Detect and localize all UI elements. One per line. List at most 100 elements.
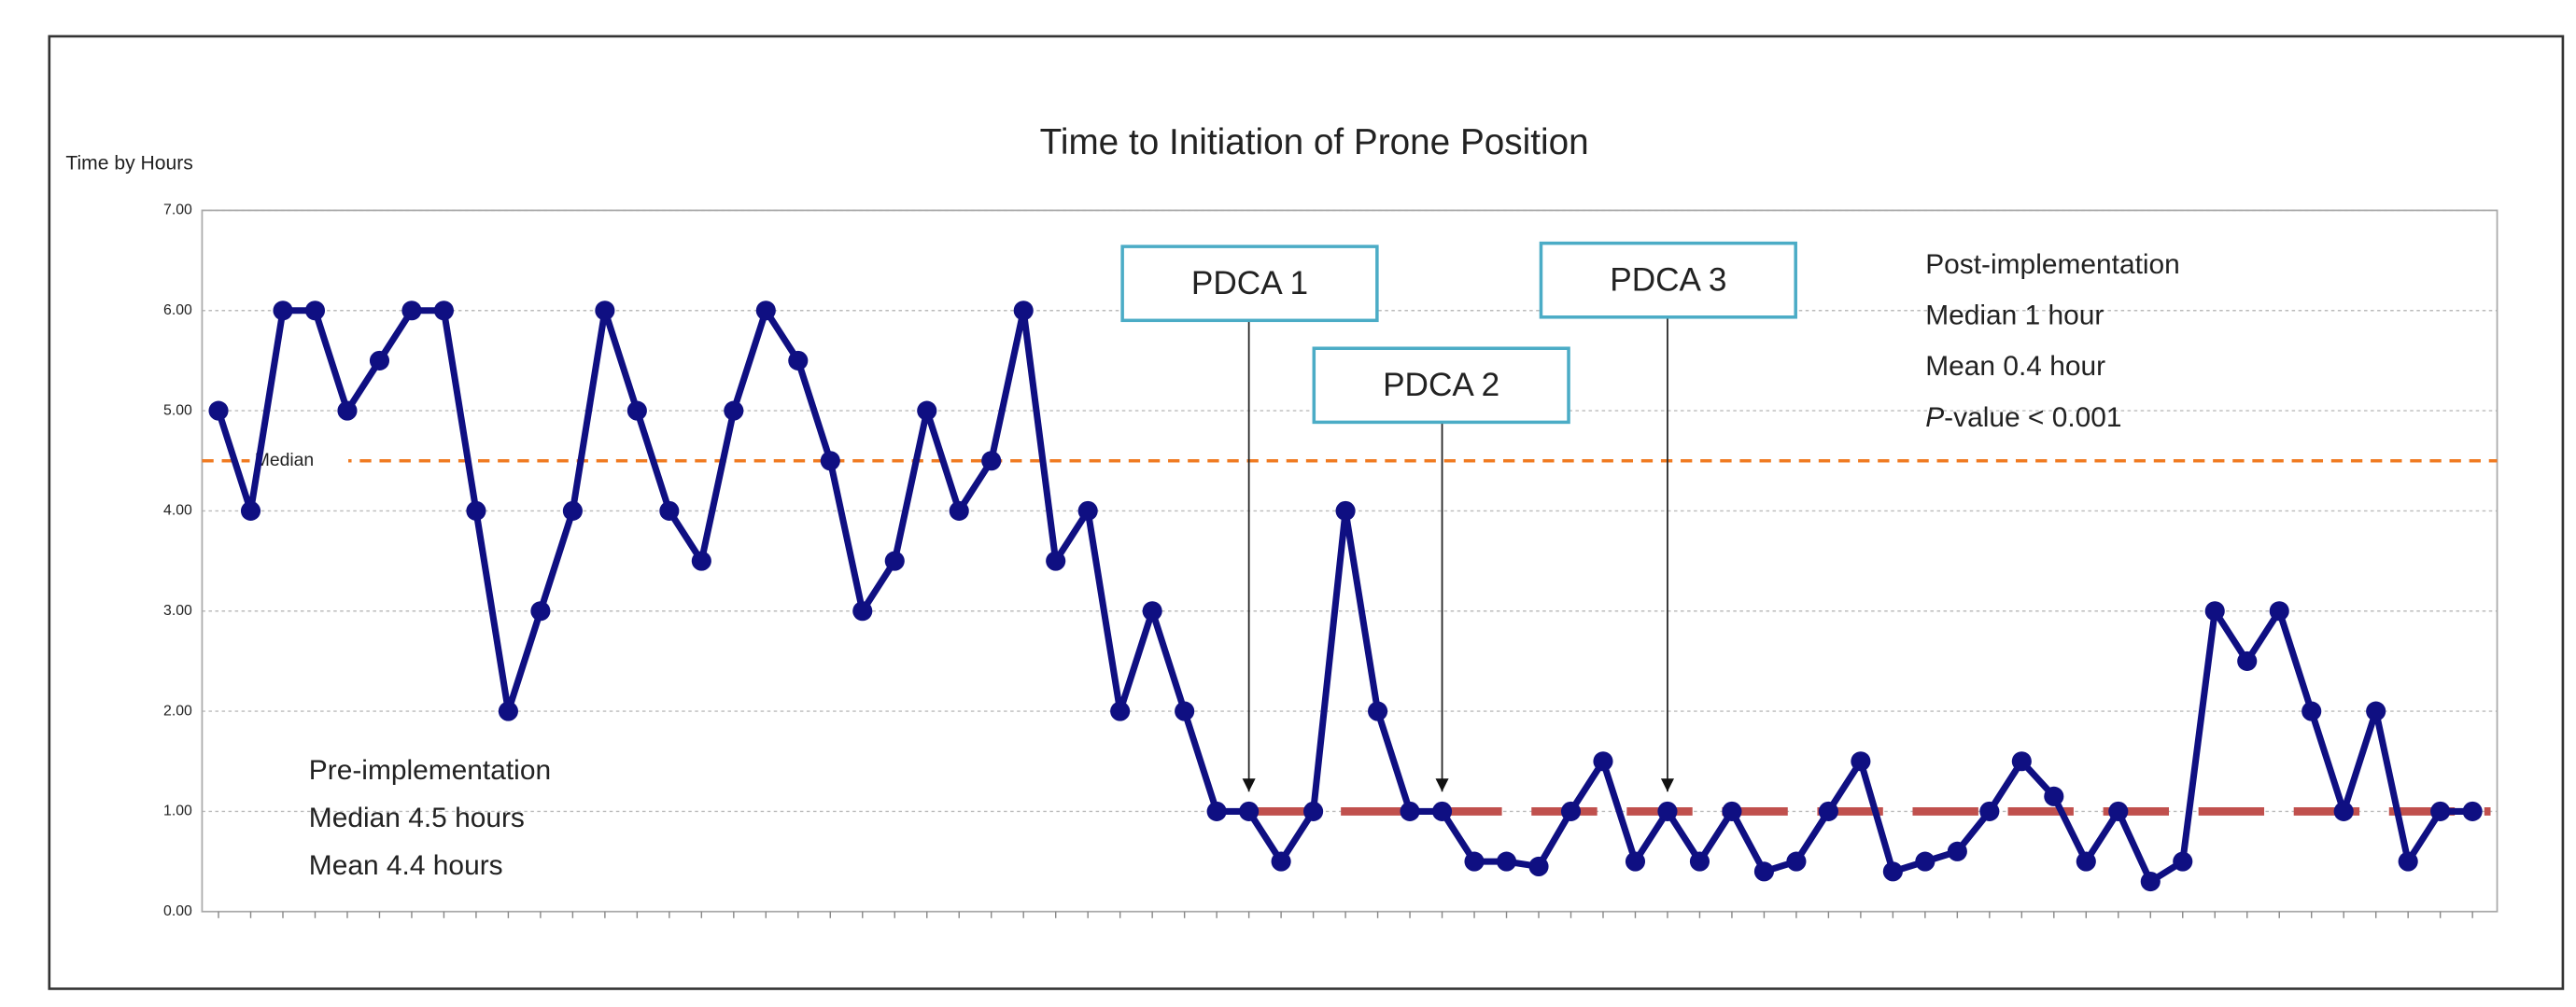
data-point xyxy=(401,301,422,321)
y-tick-label: 0.00 xyxy=(163,903,192,919)
median-label-bg xyxy=(249,449,349,473)
data-point xyxy=(2011,751,2032,772)
y-tick-label: 6.00 xyxy=(163,302,192,318)
data-point xyxy=(498,701,518,721)
data-point xyxy=(2302,701,2322,721)
data-point xyxy=(2204,601,2225,622)
y-tick-label: 3.00 xyxy=(163,603,192,619)
y-tick-label: 1.00 xyxy=(163,804,192,819)
data-point xyxy=(1625,851,1646,872)
data-point xyxy=(1303,801,1324,821)
data-point xyxy=(2366,701,2386,721)
data-point xyxy=(433,301,454,321)
data-point xyxy=(2269,601,2289,622)
annotation-text: PDCA 3 xyxy=(1610,261,1726,298)
data-point xyxy=(884,551,905,571)
data-point xyxy=(466,500,486,521)
annotation-arrowhead xyxy=(1660,778,1674,792)
data-point xyxy=(2333,801,2354,821)
p-italic: P xyxy=(1925,402,1944,433)
annotation-box xyxy=(1312,346,1570,425)
data-point xyxy=(1786,851,1807,872)
data-point xyxy=(1882,861,1903,882)
median-label: Median xyxy=(255,450,314,470)
data-point xyxy=(820,451,840,471)
annotation-box xyxy=(1539,241,1797,319)
data-point xyxy=(1142,601,1162,622)
post-note: Post-implementation xyxy=(1925,249,2180,280)
y-tick-label: 4.00 xyxy=(163,503,192,519)
data-point xyxy=(1753,861,1774,882)
data-point xyxy=(208,400,229,421)
data-point xyxy=(2462,801,2483,821)
data-point xyxy=(1431,801,1453,821)
data-point xyxy=(240,500,261,521)
data-point xyxy=(917,400,937,421)
data-point xyxy=(337,400,358,421)
data-point xyxy=(1335,500,1356,521)
data-point xyxy=(1496,851,1517,872)
y-axis-label: Time by Hours xyxy=(65,153,192,175)
data-point xyxy=(691,551,711,571)
post-p-value: P-value < 0.001 xyxy=(1925,402,2121,433)
data-point xyxy=(2430,801,2451,821)
y-tick-label: 2.00 xyxy=(163,703,192,719)
data-point xyxy=(1046,551,1066,571)
data-point xyxy=(1239,801,1260,821)
data-point xyxy=(626,400,647,421)
post-note: Median 1 hour xyxy=(1925,301,2104,331)
data-point xyxy=(659,500,680,521)
data-point xyxy=(788,350,809,371)
data-point xyxy=(1722,801,1742,821)
plot-frame xyxy=(201,209,2499,913)
y-tick-label: 7.00 xyxy=(163,203,192,218)
data-point xyxy=(1175,701,1195,721)
pre-note: Mean 4.4 hours xyxy=(309,850,503,881)
data-point xyxy=(1560,801,1582,821)
data-point xyxy=(1464,851,1485,872)
data-point xyxy=(1206,801,1227,821)
data-point xyxy=(1689,851,1710,872)
data-point xyxy=(724,400,744,421)
chart-title: Time to Initiation of Prone Position xyxy=(1040,122,1589,162)
data-point xyxy=(1657,801,1678,821)
data-point xyxy=(1528,856,1549,877)
data-point xyxy=(1271,851,1291,872)
data-point xyxy=(273,301,293,321)
annotation-arrowhead xyxy=(1435,778,1449,792)
post-note: Mean 0.4 hour xyxy=(1925,351,2105,382)
p-text: -value < 0.001 xyxy=(1944,402,2121,433)
annotation-text: PDCA 2 xyxy=(1383,367,1499,403)
data-point xyxy=(981,451,1002,471)
data-point xyxy=(595,301,615,321)
data-point xyxy=(1818,801,1838,821)
data-point xyxy=(2237,650,2258,671)
pre-note: Median 4.5 hours xyxy=(309,803,525,833)
data-point xyxy=(304,301,326,321)
data-point xyxy=(530,601,551,622)
annotation-box xyxy=(1120,245,1379,323)
data-point xyxy=(1979,801,2000,821)
data-point xyxy=(1851,751,1871,772)
data-point xyxy=(1110,701,1131,721)
data-point xyxy=(1593,751,1613,772)
annotation-text: PDCA 1 xyxy=(1191,265,1308,301)
data-point xyxy=(852,601,873,622)
data-point xyxy=(2140,871,2161,892)
data-point xyxy=(2076,851,2096,872)
data-point xyxy=(1368,701,1388,721)
data-point xyxy=(369,350,390,371)
annotation-arrowhead xyxy=(1242,778,1256,792)
data-point xyxy=(755,301,776,321)
data-point xyxy=(562,500,583,521)
data-point xyxy=(2173,851,2193,872)
data-point xyxy=(949,500,969,521)
pre-note: Pre-implementation xyxy=(309,755,551,786)
data-point xyxy=(1400,801,1420,821)
y-tick-label: 5.00 xyxy=(163,402,192,418)
data-point xyxy=(2108,801,2129,821)
data-point xyxy=(2398,851,2418,872)
data-point xyxy=(1077,500,1098,521)
data-point xyxy=(1915,851,1936,872)
